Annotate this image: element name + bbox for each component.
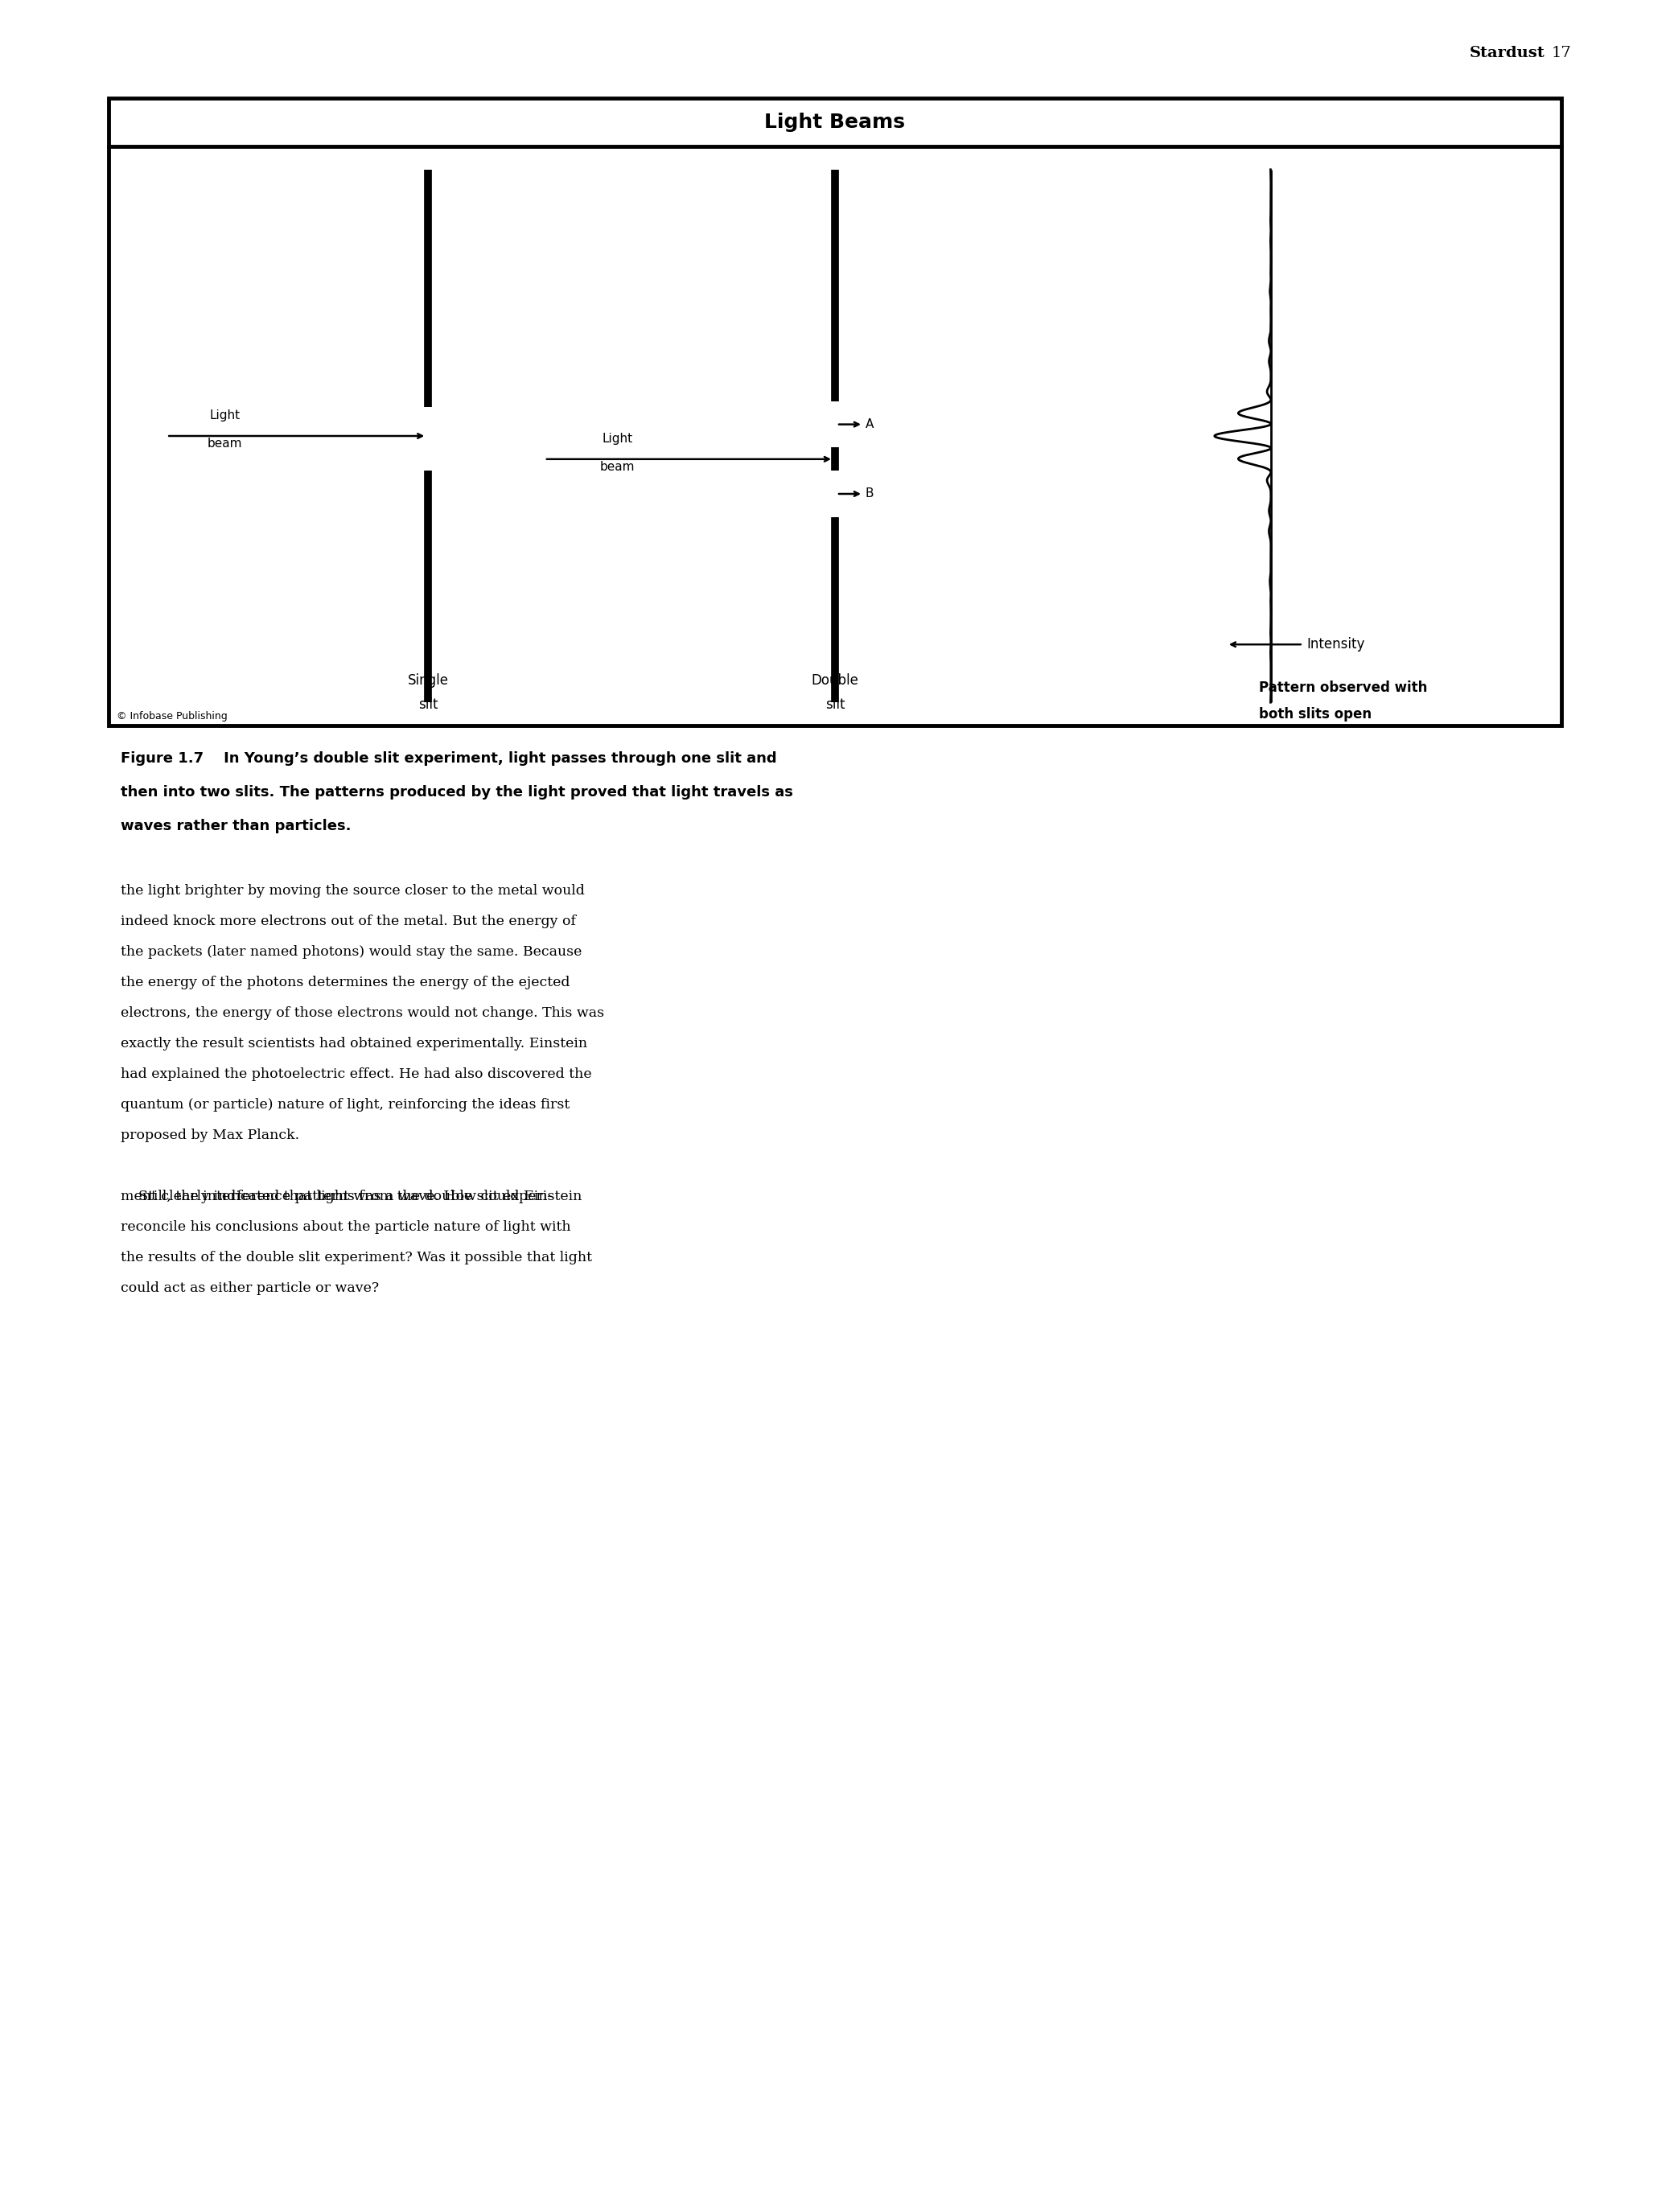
Text: the results of the double slit experiment? Was it possible that light: the results of the double slit experimen… xyxy=(120,1250,593,1265)
Text: 17: 17 xyxy=(1551,46,1571,60)
Text: indeed knock more electrons out of the metal. But the energy of: indeed knock more electrons out of the m… xyxy=(120,914,576,929)
Text: A: A xyxy=(865,418,873,431)
Text: electrons, the energy of those electrons would not change. This was: electrons, the energy of those electrons… xyxy=(120,1006,605,1020)
Text: waves rather than particles.: waves rather than particles. xyxy=(120,818,351,834)
Text: reconcile his conclusions about the particle nature of light with: reconcile his conclusions about the part… xyxy=(120,1221,571,1234)
Text: Pattern observed with: Pattern observed with xyxy=(1259,681,1428,695)
Text: quantum (or particle) nature of light, reinforcing the ideas first: quantum (or particle) nature of light, r… xyxy=(120,1097,569,1113)
Text: B: B xyxy=(865,489,873,500)
Text: Single: Single xyxy=(407,672,449,688)
Text: both slits open: both slits open xyxy=(1259,708,1371,721)
Text: Figure 1.7    In Young’s double slit experiment, light passes through one slit a: Figure 1.7 In Young’s double slit experi… xyxy=(120,752,777,765)
Text: Light Beams: Light Beams xyxy=(765,113,905,133)
Text: had explained the photoelectric effect. He had also discovered the: had explained the photoelectric effect. … xyxy=(120,1068,591,1082)
Text: beam: beam xyxy=(600,460,635,473)
Text: slit: slit xyxy=(419,697,438,712)
Text: © Infobase Publishing: © Infobase Publishing xyxy=(117,710,227,721)
Text: proposed by Max Planck.: proposed by Max Planck. xyxy=(120,1128,299,1141)
Text: Intensity: Intensity xyxy=(1308,637,1366,653)
Text: slit: slit xyxy=(825,697,845,712)
Text: Stardust: Stardust xyxy=(1470,46,1545,60)
Text: could act as either particle or wave?: could act as either particle or wave? xyxy=(120,1281,379,1294)
Text: exactly the result scientists had obtained experimentally. Einstein: exactly the result scientists had obtain… xyxy=(120,1037,588,1051)
Text: the energy of the photons determines the energy of the ejected: the energy of the photons determines the… xyxy=(120,975,569,989)
Text: then into two slits. The patterns produced by the light proved that light travel: then into two slits. The patterns produc… xyxy=(120,785,793,799)
Bar xyxy=(109,97,1561,726)
Text: Light: Light xyxy=(209,409,240,422)
Text: ment clearly indicated that light was a wave. How could Einstein: ment clearly indicated that light was a … xyxy=(120,1190,581,1203)
Text: Double: Double xyxy=(812,672,858,688)
Text: Still, the interference patterns from the double slit experi-: Still, the interference patterns from th… xyxy=(120,1190,553,1203)
Text: the light brighter by moving the source closer to the metal would: the light brighter by moving the source … xyxy=(120,885,584,898)
Text: Light: Light xyxy=(601,434,633,445)
Text: the packets (later named photons) would stay the same. Because: the packets (later named photons) would … xyxy=(120,945,581,958)
Text: beam: beam xyxy=(207,438,242,449)
